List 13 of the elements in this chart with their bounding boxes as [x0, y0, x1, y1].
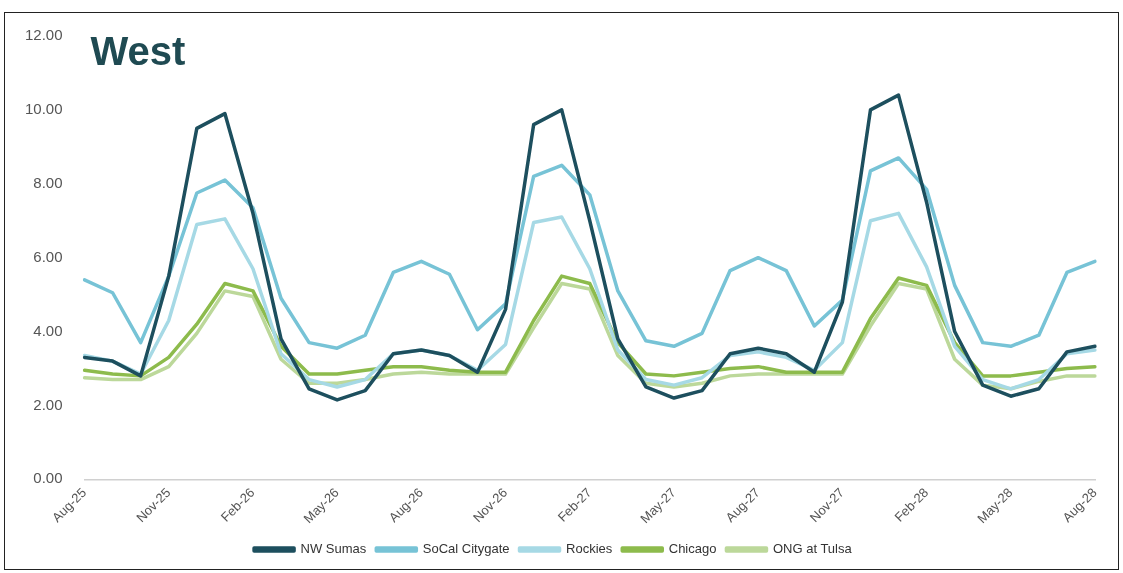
legend-label: ONG at Tulsa	[772, 541, 853, 557]
y-tick-label: 4.00	[33, 321, 63, 339]
legend-label: Rockies	[566, 541, 613, 557]
y-tick-label: 10.00	[24, 100, 63, 118]
legend-label: SoCal Citygate	[422, 541, 510, 557]
y-tick-label: 0.00	[33, 469, 63, 487]
chart-title: West	[90, 29, 186, 74]
legend-label: Chicago	[668, 541, 717, 557]
y-tick-label: 2.00	[33, 395, 63, 413]
y-tick-label: 6.00	[33, 247, 63, 265]
y-tick-label: 8.00	[33, 173, 63, 191]
legend-label: NW Sumas	[300, 541, 367, 557]
y-tick-label: 12.00	[24, 26, 63, 44]
